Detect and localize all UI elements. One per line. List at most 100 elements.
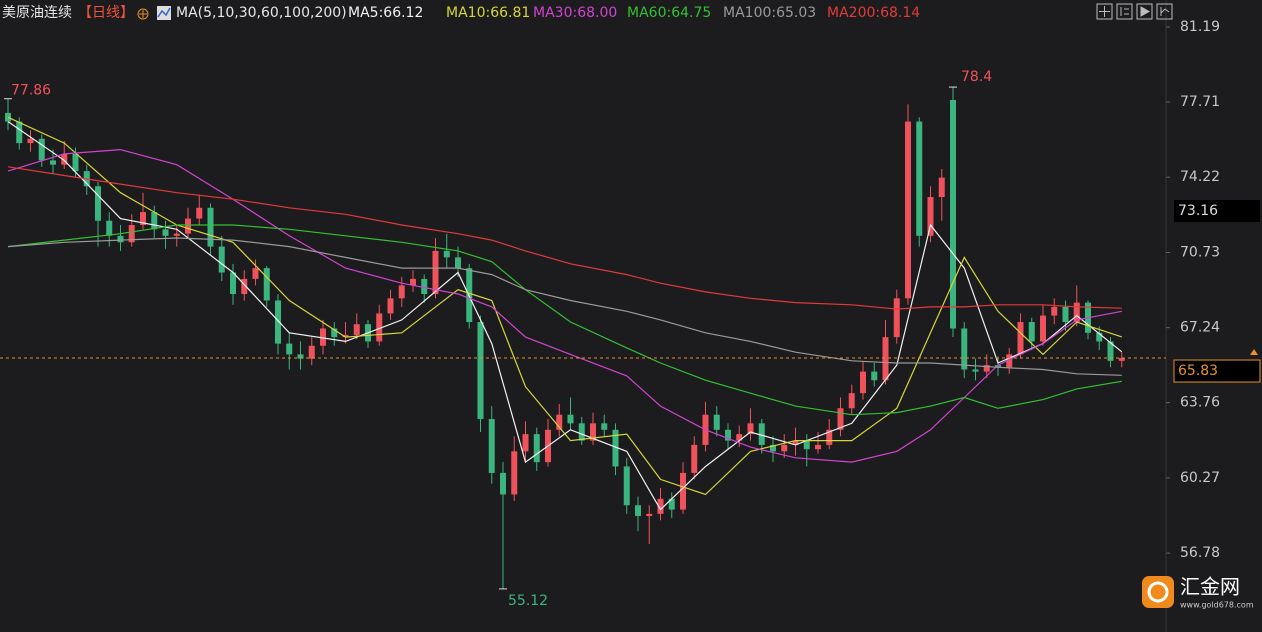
candle-body [1118,358,1125,361]
candle-body [882,337,889,381]
legend-entry: MA100:65.03 [723,5,816,21]
indicator-label: MA(5,10,30,60,100,200) [176,5,347,21]
candle-body [162,229,169,236]
candle-body [342,334,349,338]
candle-body [961,328,968,370]
legend-entry: MA200:68.14 [827,5,920,21]
candle-body [1051,306,1058,316]
watermark: 汇金网 www.gold678.com [1142,575,1254,610]
logo-icon [1142,576,1174,608]
last-price-box [1173,359,1261,383]
candle-body [61,153,68,165]
extreme-label: 55.12 [508,593,548,609]
legend: 美原油连续 【日线】 MA(5,10,30,60,100,200) MA5:66… [2,4,920,21]
candle-body [1062,306,1069,323]
candle-body [601,423,608,430]
add-icon[interactable] [137,8,149,20]
candle-body [117,235,124,243]
candle-body [1017,322,1024,355]
candle-body [567,414,574,424]
candle-body [747,423,754,435]
candle-body [860,371,866,394]
candle-body [275,300,281,344]
y-tick-label: 60.27 [1180,470,1220,486]
candle-body [218,246,225,273]
candle-body [5,112,11,122]
ma-line [7,224,1122,416]
ma-line [7,166,1122,310]
candle-body [893,298,900,338]
candle-body [95,186,101,221]
candle-body [16,121,23,144]
candle-body [983,365,990,372]
candle-body [511,451,518,495]
candle-body [477,322,484,420]
candle-body [455,257,461,269]
candle-body [871,371,878,381]
y-tick-label: 63.76 [1180,395,1220,411]
candle-body [736,434,743,441]
legend-entry: MA5:66.12 [348,5,423,21]
candle-body [252,268,259,279]
indicator-icon[interactable] [157,6,171,20]
candle-body [815,444,821,450]
y-tick-label: 77.71 [1180,94,1220,110]
tool-button[interactable] [1096,3,1113,20]
candle-body [320,328,326,346]
candle-body [353,324,360,335]
candle-body [826,429,833,445]
candle-body [151,212,158,230]
candle-body [927,197,934,236]
candle-body [556,414,563,430]
legend-entry: MA30:68.00 [533,5,617,21]
candle-body [837,408,844,430]
candle-body [196,207,203,219]
candle-body [50,160,56,165]
candle-body [207,207,214,247]
candle-body [533,434,540,463]
cursor-price-box [1174,200,1260,223]
candle-body [1073,302,1080,323]
candle-body [443,250,450,258]
candle-body [995,365,1001,368]
candle-body [185,218,191,234]
candle-body [803,440,810,450]
ma-line [7,237,1122,376]
y-tick-label: 70.73 [1180,244,1220,260]
tool-button[interactable] [1116,3,1133,20]
candle-body [241,278,248,295]
candle-body [668,498,675,510]
candle-body [848,393,855,409]
tool-button[interactable] [1136,3,1153,20]
ma-line [7,121,1123,511]
candle-body [38,138,45,161]
last-price-arrow [1250,349,1258,356]
candle-body [308,345,315,359]
candle-body [500,472,506,495]
ma-line [7,116,1122,496]
candle-body [578,423,585,441]
candle-body [230,272,236,295]
candle-body [646,513,653,517]
candle-body [713,414,720,430]
cursor-price-label: 73.16 [1178,203,1218,219]
candle-body [106,220,113,236]
candle-body [387,298,394,314]
y-tick-label: 56.78 [1180,545,1220,561]
candle-body [792,440,799,445]
candle-body [410,278,416,286]
logo-icon [1147,581,1169,603]
candle-body [972,369,979,372]
candle-body [691,444,698,473]
candle-body [72,153,79,172]
candle-body [938,177,945,198]
plot-area [5,87,1125,589]
candle-body [376,313,383,342]
candle-body [286,343,293,355]
candle-body [421,278,428,295]
logo-name: 汇金网 [1180,575,1240,599]
candle-body [725,429,731,441]
candle-body [488,419,495,473]
tool-button[interactable] [1156,3,1173,20]
